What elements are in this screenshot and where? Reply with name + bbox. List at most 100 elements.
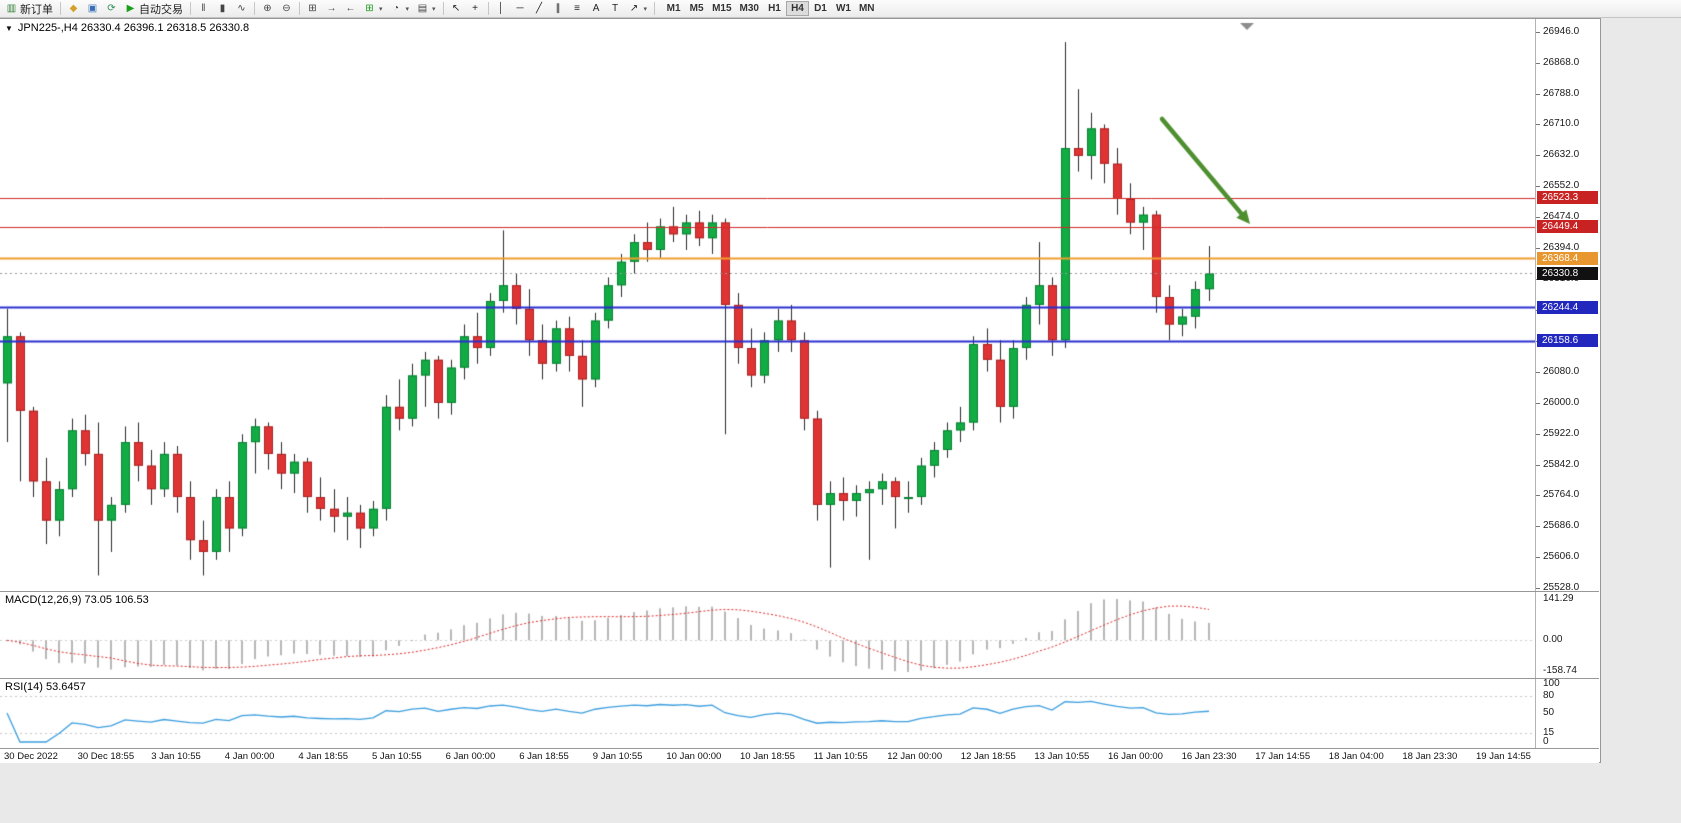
rsi-axis-label: 50 (1543, 707, 1555, 718)
line-chart-icon: ∿ (237, 2, 246, 14)
channel-button[interactable]: ∥ (549, 1, 568, 17)
timeframe-button-M5[interactable]: M5 (685, 1, 708, 16)
time-axis-label: 12 Jan 18:55 (960, 751, 1016, 762)
time-axis[interactable]: 30 Dec 2022 30 Dec 18:55 3 Jan 10:55 4 Jan … (0, 748, 1599, 763)
rsi-chart[interactable] (0, 679, 1535, 749)
arrows-button[interactable]: ↗ ▾ (625, 1, 652, 17)
text-icon: A (592, 2, 600, 14)
price-axis-label: 26474.0 (1543, 211, 1580, 223)
vertical-line-button[interactable]: │ (492, 1, 511, 17)
crosshair-icon: + (472, 2, 478, 14)
zoom-in-button[interactable]: ⊕ (258, 1, 277, 17)
refresh-button[interactable]: ⟳ (102, 1, 121, 17)
chevron-down-icon: ▾ (405, 5, 410, 13)
price-axis-label: 26788.0 (1543, 87, 1580, 99)
bar-chart-button[interactable]: ‖ (194, 1, 213, 17)
chart-shift-button[interactable]: ← (341, 1, 360, 17)
time-axis-label: 16 Jan 00:00 (1108, 751, 1163, 762)
toolbar-separator (60, 2, 61, 15)
macd-pane[interactable]: MACD(12,26,9) 73.05 106.53 141.29 0.00 -15… (0, 591, 1599, 679)
market-watch-button[interactable]: ◆ (64, 1, 83, 17)
autotrading-button[interactable]: ▶ 自动交易 (121, 1, 187, 17)
price-axis-label: 26632.0 (1543, 149, 1580, 161)
rsi-pane[interactable]: RSI(14) 53.6457 100 80 50 15 0 (0, 678, 1599, 749)
candlestick-chart[interactable] (0, 19, 1535, 591)
macd-chart[interactable] (0, 592, 1535, 679)
timeframe-button-M15[interactable]: M15 (708, 1, 735, 16)
autotrade-play-icon: ▶ (126, 2, 135, 14)
time-axis-label: 5 Jan 10:55 (372, 751, 422, 762)
rsi-axis-label: 0 (1543, 736, 1549, 747)
timeframe-button-M1[interactable]: M1 (662, 1, 685, 16)
time-axis-label: 16 Jan 23:30 (1181, 751, 1237, 762)
chart-window-jpn225[interactable]: ▼ JPN225-,H4 26330.4 26396.1 26318.5 263… (0, 18, 1601, 763)
time-axis-label: 19 Jan 14:55 (1476, 751, 1531, 762)
zoom-out-button[interactable]: ⊖ (277, 1, 296, 17)
trendline-button[interactable]: ╱ (530, 1, 549, 17)
price-axis-label: 25686.0 (1543, 520, 1580, 532)
timeframe-button-H1[interactable]: H1 (763, 1, 786, 16)
timeframe-button-H4[interactable]: H4 (785, 1, 809, 16)
price-axis-tick (1536, 63, 1540, 64)
cursor-button[interactable]: ↖ (447, 1, 466, 17)
tile-windows-button[interactable]: ⊞ (303, 1, 322, 17)
auto-scroll-button[interactable]: → (322, 1, 341, 17)
crosshair-button[interactable]: + (466, 1, 485, 17)
macd-axis[interactable]: 141.29 0.00 -158.74 (1535, 592, 1599, 678)
zoom-in-icon: ⊕ (263, 2, 272, 14)
candlestick-chart-icon: ▮ (219, 2, 226, 14)
fibonacci-button[interactable]: ≡ (568, 1, 587, 17)
toolbar-separator (487, 2, 489, 15)
timeframe-button-D1[interactable]: D1 (809, 1, 832, 16)
horizontal-line-button[interactable]: ─ (511, 1, 530, 17)
time-axis-label: 6 Jan 18:55 (519, 751, 569, 762)
price-axis-tick (1536, 124, 1540, 125)
macd-axis-label: -158.74 (1543, 665, 1577, 676)
vertical-line-icon: │ (497, 2, 505, 14)
price-chart-pane[interactable]: ▼ JPN225-,H4 26330.4 26396.1 26318.5 263… (0, 19, 1599, 593)
price-axis-label: 26080.0 (1543, 365, 1580, 377)
new-order-button[interactable]: ▥ 新订单 (2, 1, 57, 17)
price-axis-tick (1536, 434, 1540, 435)
price-axis-tick (1536, 403, 1540, 404)
rsi-axis-label: 15 (1543, 727, 1555, 739)
resistance-tag-2: 26449.4 (1537, 220, 1598, 234)
time-axis-label: 17 Jan 14:55 (1255, 751, 1311, 762)
candlestick-chart-button[interactable]: ▮ (213, 1, 232, 17)
price-axis-tick (1536, 248, 1540, 249)
autotrading-button-label: 自动交易 (139, 3, 183, 16)
data-window-button[interactable]: ▣ (83, 1, 102, 17)
price-axis-label: 25764.0 (1543, 489, 1580, 501)
main-toolbar: ▥ 新订单 ◆ ▣ ⟳ ▶ 自动交易 ‖ ▮ ∿ ⊕ ⊖ ⊞ → ← ⊞ ▾ ◔ ▾ ▤ ▾ ↖ + │ ─ ╱ ∥ ≡ A T ↗ ▾ M1… (0, 0, 1681, 18)
price-axis[interactable]: 26946.0 26868.0 26788.0 26710.0 26632.0 26552… (1535, 19, 1599, 593)
timeframe-button-M30[interactable]: M30 (736, 1, 763, 16)
price-axis-tick (1536, 557, 1540, 558)
line-chart-button[interactable]: ∿ (232, 1, 251, 17)
price-axis-label: 25606.0 (1543, 551, 1580, 563)
rsi-axis[interactable]: 100 80 50 15 0 (1535, 678, 1599, 748)
time-axis-label: 4 Jan 18:55 (298, 751, 349, 762)
rsi-label: RSI(14) 53.6457 (5, 681, 86, 693)
trendline-icon: ╱ (536, 2, 543, 14)
toolbar-separator (190, 2, 191, 15)
timeframe-button-W1[interactable]: W1 (832, 1, 855, 16)
price-axis-label: 26710.0 (1543, 118, 1580, 130)
toolbar-button-group: ▥ 新订单 ◆ ▣ ⟳ ▶ 自动交易 ‖ ▮ ∿ ⊕ ⊖ ⊞ → ← ⊞ ▾ ◔ ▾ ▤ ▾ ↖ + │ ─ ╱ ∥ ≡ A T ↗ ▾ (2, 1, 658, 17)
timeframe-button-MN[interactable]: MN (855, 1, 879, 16)
new-chart-button[interactable]: ⊞ ▾ (360, 1, 387, 17)
text-label-button[interactable]: T (606, 1, 625, 17)
support-tag-2: 26158.6 (1537, 334, 1598, 348)
macd-axis-label: 141.29 (1543, 593, 1574, 604)
template-button[interactable]: ▤ ▾ (413, 1, 440, 17)
price-axis-label: 26946.0 (1543, 25, 1580, 37)
period-button[interactable]: ◔ ▾ (387, 1, 414, 17)
text-button[interactable]: A (587, 1, 606, 17)
text-label-icon: T (611, 2, 619, 14)
time-axis-label: 11 Jan 10:55 (813, 751, 868, 762)
time-axis-label: 6 Jan 00:00 (445, 751, 496, 762)
time-axis-label: 12 Jan 00:00 (887, 751, 943, 762)
time-axis-label: 4 Jan 00:00 (224, 751, 275, 762)
macd-axis-label: 0.00 (1543, 634, 1563, 646)
rsi-axis-label: 80 (1543, 689, 1555, 701)
collapse-triangle-icon[interactable]: ▼ (5, 23, 13, 33)
